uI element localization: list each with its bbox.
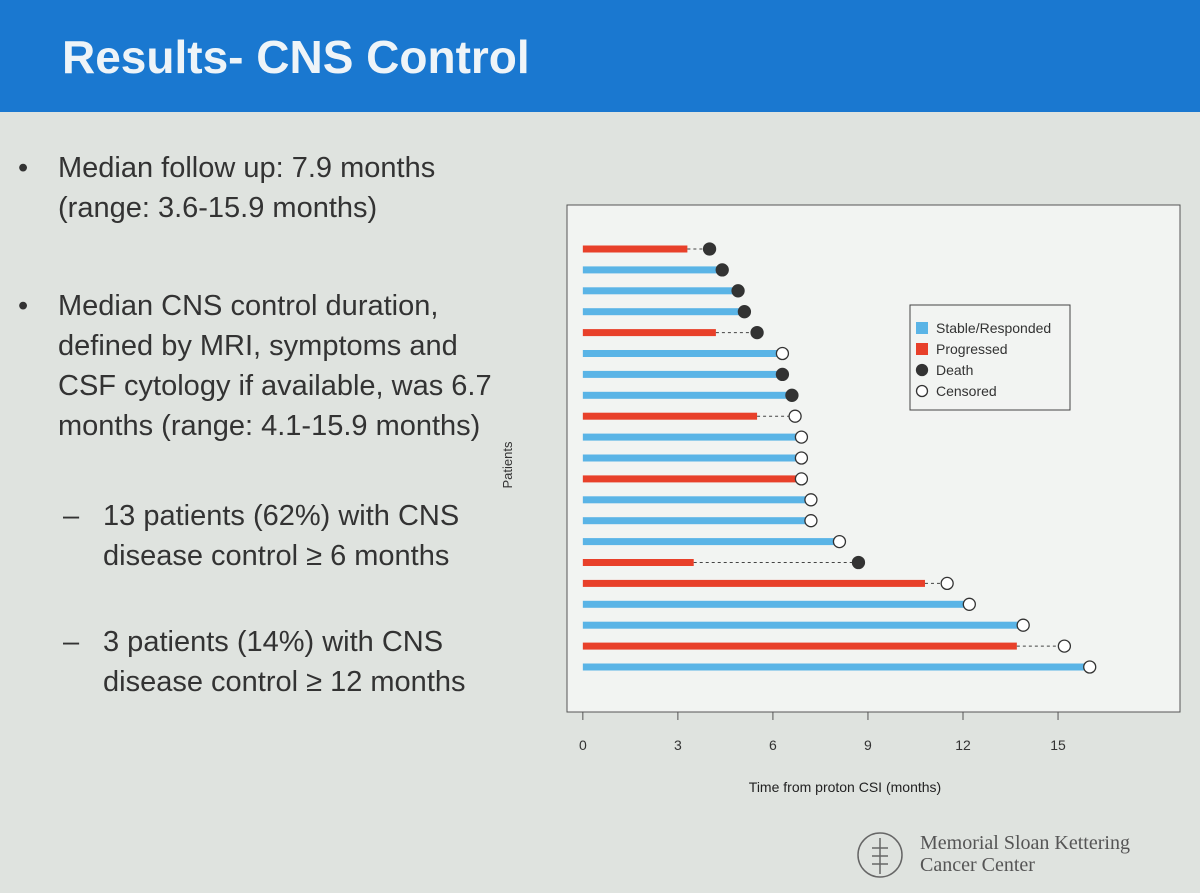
bar xyxy=(582,496,811,504)
logo-line: Memorial Sloan Kettering xyxy=(920,832,1130,854)
legend-swatch xyxy=(916,322,928,334)
bullet-text: Median CNS control duration, defined by … xyxy=(58,290,492,442)
bullet-marker: – xyxy=(63,626,80,658)
legend-swatch xyxy=(915,384,929,398)
x-tick-label: 15 xyxy=(1050,737,1066,753)
bullet-marker: – xyxy=(63,500,80,532)
death-marker xyxy=(851,555,866,570)
bullet-text: Median follow up: 7.9 months (range: 3.6… xyxy=(58,152,436,224)
bar xyxy=(582,433,802,441)
bar xyxy=(582,600,970,608)
bullet: • Median CNS control duration, defined by… xyxy=(18,286,503,446)
death-marker xyxy=(737,305,752,319)
bar xyxy=(582,370,783,378)
bar xyxy=(582,559,694,566)
legend-label: Stable/Responded xyxy=(936,320,1051,336)
logo-icon xyxy=(857,832,903,878)
bullet-text: 13 patients (62%) with CNS disease contr… xyxy=(103,500,460,572)
bar xyxy=(582,621,1024,629)
bar xyxy=(582,329,716,337)
x-tick-label: 9 xyxy=(864,737,872,753)
legend-label: Progressed xyxy=(936,341,1008,357)
censored-marker xyxy=(1083,660,1097,674)
legend: Stable/Responded Progressed Death Censored xyxy=(909,304,1071,411)
censored-marker xyxy=(794,451,809,465)
censored-marker xyxy=(832,534,847,549)
death-marker xyxy=(785,388,799,402)
legend-swatch xyxy=(916,343,928,355)
x-tick-label: 0 xyxy=(579,737,587,753)
logo-line: Cancer Center xyxy=(920,854,1035,876)
censored-marker xyxy=(794,430,809,444)
censored-marker xyxy=(788,409,802,423)
legend-label: Death xyxy=(936,362,973,378)
death-marker xyxy=(750,325,764,340)
bar xyxy=(582,642,1017,650)
y-axis-label: Patients xyxy=(500,441,515,488)
bar xyxy=(582,412,758,420)
x-tick-label: 6 xyxy=(769,737,777,753)
header-band xyxy=(0,0,1200,112)
censored-marker xyxy=(804,514,818,528)
legend-frame xyxy=(909,304,1071,411)
censored-marker xyxy=(940,576,954,591)
bar xyxy=(582,475,799,483)
censored-marker xyxy=(1016,618,1030,632)
bullet: –13 patients (62%) with CNS disease cont… xyxy=(63,496,473,576)
bullet: –3 patients (14%) with CNS disease contr… xyxy=(63,622,493,702)
death-marker xyxy=(731,284,745,298)
bar xyxy=(582,538,840,546)
censored-marker xyxy=(962,597,976,611)
censored-marker xyxy=(794,472,809,486)
bar xyxy=(582,308,745,316)
bar xyxy=(582,663,1090,671)
death-marker xyxy=(715,263,729,277)
bar xyxy=(582,579,925,587)
bullet-text: 3 patients (14%) with CNS disease contro… xyxy=(103,626,466,698)
bar xyxy=(582,454,802,462)
bar xyxy=(582,245,688,253)
bullet: • Median follow up: 7.9 months (range: 3.… xyxy=(18,148,498,228)
bullet-marker: • xyxy=(18,152,29,184)
legend-label: Censored xyxy=(936,383,997,399)
bullet-marker: • xyxy=(18,290,29,322)
x-tick-label: 12 xyxy=(955,737,971,753)
death-marker xyxy=(775,367,790,382)
slide-title: Results- CNS Control xyxy=(62,31,530,83)
bar xyxy=(582,517,811,525)
death-marker xyxy=(702,242,717,256)
legend-swatch xyxy=(915,363,929,377)
x-tick-label: 3 xyxy=(674,737,682,753)
bar xyxy=(582,266,723,274)
bar xyxy=(582,287,739,295)
censored-marker xyxy=(775,346,790,361)
logo: Memorial Sloan Kettering Cancer Center xyxy=(920,832,1130,876)
bar xyxy=(582,391,792,399)
censored-marker xyxy=(804,493,818,507)
censored-marker xyxy=(1057,639,1072,653)
bar xyxy=(582,350,783,357)
x-axis-label: Time from proton CSI (months) xyxy=(749,779,941,795)
